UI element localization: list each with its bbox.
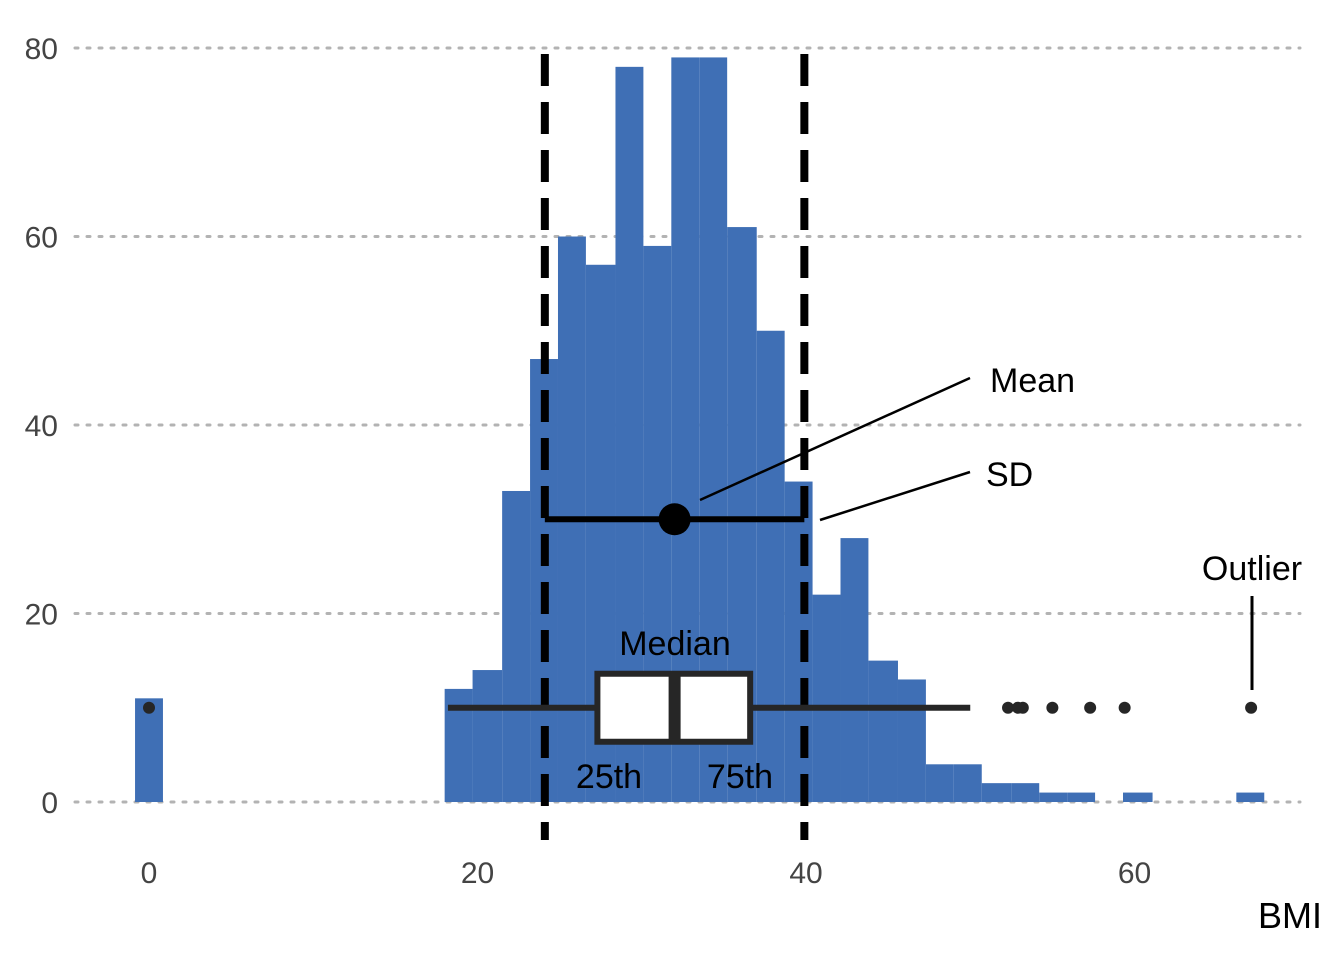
sd-pointer-line bbox=[819, 470, 971, 522]
outlier-point-5 bbox=[1084, 701, 1097, 714]
x-tick-label-0: 0 bbox=[141, 857, 158, 890]
histogram-bar-21 bbox=[1011, 783, 1040, 802]
outlier-point-7 bbox=[1245, 701, 1258, 714]
x-tick-label-60: 60 bbox=[1118, 857, 1151, 890]
mean-sd-marker bbox=[544, 503, 805, 536]
histogram-bar-0 bbox=[135, 698, 163, 802]
histogram-bar-3 bbox=[502, 490, 531, 802]
mean-label: Mean bbox=[990, 362, 1075, 400]
y-tick-label-40: 40 bbox=[25, 410, 58, 443]
histogram-bar-19 bbox=[953, 764, 982, 802]
histogram-bar-20 bbox=[981, 783, 1012, 802]
outlier-label: Outlier bbox=[1202, 550, 1302, 588]
histogram-bar-23 bbox=[1067, 792, 1096, 802]
q3-label: 75th bbox=[707, 758, 773, 796]
x-tick-label-20: 20 bbox=[461, 857, 494, 890]
histogram-bar-25 bbox=[1236, 792, 1265, 802]
annotations: Mean SD Outlier Median 25th 75th bbox=[576, 362, 1302, 796]
outlier-point-4 bbox=[1046, 701, 1059, 714]
histogram-bar-24 bbox=[1123, 792, 1153, 802]
sd-label: SD bbox=[986, 456, 1033, 494]
outlier-point-6 bbox=[1118, 701, 1131, 714]
y-axis-ticks: 0 20 40 60 80 bbox=[25, 33, 58, 820]
outlier-point-3 bbox=[1016, 701, 1029, 714]
boxplot bbox=[143, 670, 1258, 745]
x-axis-ticks: 0 20 40 60 bbox=[141, 857, 1152, 890]
q1-label: 25th bbox=[576, 758, 642, 796]
y-tick-label-0: 0 bbox=[41, 787, 58, 820]
outlier-point-0 bbox=[143, 701, 155, 714]
mean-pointer-line bbox=[699, 376, 971, 502]
y-tick-label-80: 80 bbox=[25, 33, 58, 66]
histogram-bar-22 bbox=[1039, 792, 1068, 802]
histogram-bar-12 bbox=[756, 330, 785, 802]
histogram-bar-13 bbox=[784, 481, 813, 802]
histogram-bar-14 bbox=[812, 594, 841, 802]
histogram-bar-16 bbox=[868, 660, 898, 802]
x-axis-title: BMI bbox=[1258, 895, 1322, 936]
x-tick-label-40: 40 bbox=[789, 857, 822, 890]
y-tick-label-20: 20 bbox=[25, 599, 58, 632]
histogram-bar-15 bbox=[840, 538, 869, 802]
histogram-bar-18 bbox=[925, 764, 954, 802]
histogram-bar-2 bbox=[472, 670, 503, 802]
median-label: Median bbox=[619, 625, 731, 663]
mean-point bbox=[658, 503, 691, 536]
outlier-point-1 bbox=[1002, 701, 1015, 714]
y-tick-label-60: 60 bbox=[25, 222, 58, 255]
histogram-bar-17 bbox=[897, 679, 926, 802]
